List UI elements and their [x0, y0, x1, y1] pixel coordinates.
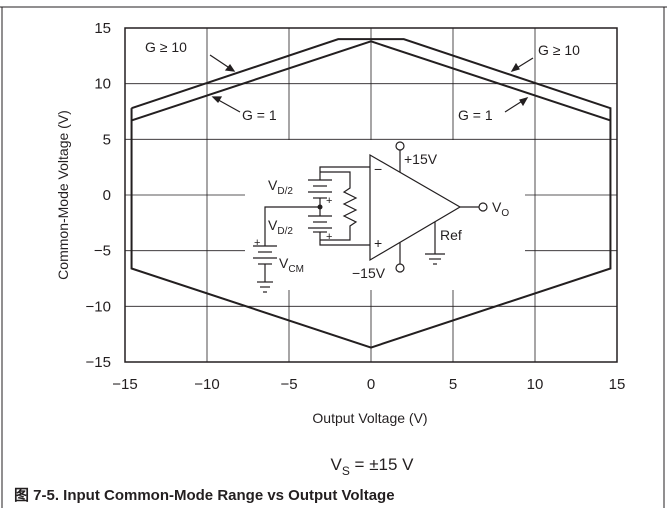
pin-label: +	[374, 235, 382, 251]
vcm-sub: CM	[288, 264, 304, 275]
annotation-arrows	[209, 54, 534, 113]
plot	[130, 38, 612, 349]
y-tick-label: −10	[86, 298, 111, 315]
x-tick-label: 10	[527, 376, 544, 393]
series-line	[131, 40, 611, 122]
y-tick-label: 0	[103, 187, 111, 204]
y-tick-label: 10	[94, 76, 111, 93]
vo-sub: O	[501, 208, 509, 219]
vcm-label: VCM	[279, 255, 304, 275]
y-tick-label: 5	[103, 131, 111, 148]
supply-label: +15V	[404, 151, 438, 167]
x-tick-label: −5	[280, 376, 297, 393]
vo-label: VO	[492, 199, 509, 219]
annotation: G ≥ 10	[538, 42, 580, 58]
y-tick-label: −15	[86, 354, 111, 371]
vd-sub: D/2	[277, 226, 293, 237]
x-axis-label: Output Voltage (V)	[312, 410, 427, 426]
vo-main: V	[492, 199, 502, 215]
condition-main: V	[330, 455, 342, 474]
vcm-main: V	[279, 255, 289, 271]
vd-label: VD/2	[268, 217, 293, 237]
vd-main: V	[268, 217, 278, 233]
vd-sub: D/2	[277, 186, 293, 197]
condition-rest: = ±15 V	[350, 455, 414, 474]
x-tick-label: 15	[609, 376, 626, 393]
y-tick-label: 15	[94, 20, 111, 37]
supply-label: −15V	[352, 265, 386, 281]
pin-label: +	[326, 195, 332, 207]
vd-label: VD/2	[268, 177, 293, 197]
vd-main: V	[268, 177, 278, 193]
plot-frame	[124, 27, 618, 363]
pin-label: −	[374, 161, 382, 177]
annotation: G = 1	[242, 107, 277, 123]
series-line	[130, 38, 612, 349]
circuit: − + + + + +15V −15V Ref VD/2 VD/2 VCM VO	[245, 140, 525, 293]
condition-sub: S	[342, 464, 350, 478]
caption: 图 7-5. Input Common-Mode Range vs Output…	[14, 487, 395, 504]
x-tick-label: 0	[367, 376, 375, 393]
page-frame	[0, 6, 667, 508]
condition: VS = ±15 V	[330, 455, 414, 478]
ref-label: Ref	[440, 227, 462, 243]
pin-label: +	[254, 237, 260, 249]
x-tick-label: 5	[449, 376, 457, 393]
y-tick-label: −5	[94, 243, 111, 260]
annotation: G = 1	[458, 107, 493, 123]
x-tick-label: −15	[112, 376, 137, 393]
annotation: G ≥ 10	[145, 39, 187, 55]
x-tick-label: −10	[194, 376, 219, 393]
pin-label: +	[326, 231, 332, 243]
y-axis-label: Common-Mode Voltage (V)	[55, 110, 71, 280]
